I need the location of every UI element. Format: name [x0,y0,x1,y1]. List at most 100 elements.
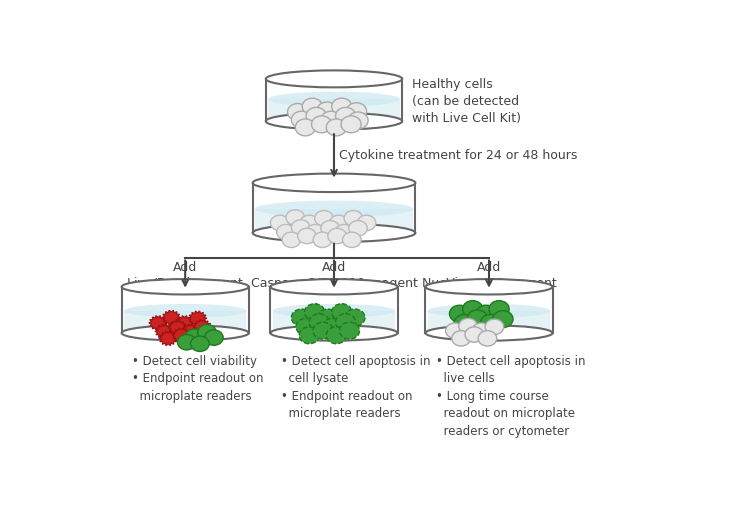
Ellipse shape [452,331,470,346]
Ellipse shape [292,111,311,128]
Ellipse shape [425,279,553,295]
Polygon shape [255,209,413,233]
Text: • Detect cell apoptosis in
  live cells
• Long time course
  readout on micropla: • Detect cell apoptosis in live cells • … [436,354,586,437]
Polygon shape [427,311,550,333]
Ellipse shape [253,224,416,242]
Ellipse shape [296,318,316,335]
Ellipse shape [329,215,348,231]
Ellipse shape [309,314,329,331]
Ellipse shape [253,174,416,192]
Ellipse shape [345,309,365,326]
Ellipse shape [311,116,332,133]
Ellipse shape [348,112,368,129]
Ellipse shape [465,327,484,342]
Text: Add
NucView 488 reagent: Add NucView 488 reagent [422,261,556,290]
Ellipse shape [291,220,310,235]
Ellipse shape [489,300,509,317]
Polygon shape [273,311,395,333]
Polygon shape [253,183,416,233]
Ellipse shape [341,116,362,133]
Ellipse shape [343,232,362,248]
Polygon shape [155,324,173,339]
Ellipse shape [286,210,304,225]
Polygon shape [162,310,181,325]
Ellipse shape [321,111,341,128]
Polygon shape [175,316,194,330]
Polygon shape [188,311,207,326]
Ellipse shape [463,300,483,317]
Ellipse shape [340,322,359,339]
Ellipse shape [328,228,346,244]
Ellipse shape [313,322,333,339]
Ellipse shape [282,232,301,248]
Ellipse shape [344,211,363,226]
Text: Add
Live/Dead reagent: Add Live/Dead reagent [128,261,243,290]
Ellipse shape [349,221,368,236]
Polygon shape [266,79,402,121]
Ellipse shape [190,336,209,351]
Ellipse shape [481,315,501,332]
Polygon shape [193,320,211,334]
Ellipse shape [332,98,352,115]
Polygon shape [122,287,249,333]
Polygon shape [148,316,167,330]
Ellipse shape [478,331,496,346]
Ellipse shape [313,232,332,248]
Text: Healthy cells
(can be detected
with Live Cell Kit): Healthy cells (can be detected with Live… [412,78,520,125]
Ellipse shape [185,329,204,344]
Ellipse shape [292,309,311,326]
Ellipse shape [271,325,398,341]
Ellipse shape [335,107,356,124]
Polygon shape [159,331,178,346]
Ellipse shape [277,224,296,240]
Ellipse shape [326,119,346,136]
Ellipse shape [318,309,338,326]
Ellipse shape [332,304,352,321]
Ellipse shape [472,323,490,339]
Ellipse shape [197,324,216,340]
Ellipse shape [427,304,550,318]
Ellipse shape [317,102,337,119]
Text: • Detect cell viability
• Endpoint readout on
  microplate readers: • Detect cell viability • Endpoint reado… [133,354,264,403]
Ellipse shape [296,119,316,136]
Ellipse shape [449,305,470,322]
Polygon shape [425,287,553,333]
Ellipse shape [266,113,402,130]
Ellipse shape [306,107,326,124]
Ellipse shape [271,215,289,231]
Polygon shape [268,99,400,121]
Ellipse shape [485,319,504,334]
Ellipse shape [124,304,247,318]
Ellipse shape [321,221,340,236]
Polygon shape [172,328,190,343]
Ellipse shape [425,325,553,341]
Ellipse shape [315,211,333,226]
Ellipse shape [304,304,325,321]
Ellipse shape [306,224,325,240]
Ellipse shape [322,318,343,335]
Ellipse shape [459,318,477,334]
Ellipse shape [357,215,376,231]
Ellipse shape [299,327,320,344]
Ellipse shape [122,279,249,295]
Ellipse shape [271,279,398,295]
Text: Cytokine treatment for 24 or 48 hours: Cytokine treatment for 24 or 48 hours [339,149,577,162]
Ellipse shape [476,305,496,322]
Ellipse shape [205,330,224,345]
Ellipse shape [346,103,367,120]
Polygon shape [124,311,247,333]
Ellipse shape [454,315,474,332]
Ellipse shape [268,92,400,107]
Polygon shape [168,320,187,335]
Ellipse shape [302,98,322,115]
Ellipse shape [298,228,316,244]
Text: Add
Caspase-3/7 R110 reagent: Add Caspase-3/7 R110 reagent [251,261,418,290]
Ellipse shape [300,215,319,231]
Ellipse shape [467,310,488,327]
Ellipse shape [334,224,353,240]
Ellipse shape [122,325,249,341]
Ellipse shape [493,311,513,327]
Text: • Detect cell apoptosis in
  cell lysate
• Endpoint readout on
  microplate read: • Detect cell apoptosis in cell lysate •… [281,354,430,420]
Ellipse shape [446,323,464,339]
Ellipse shape [266,70,402,87]
